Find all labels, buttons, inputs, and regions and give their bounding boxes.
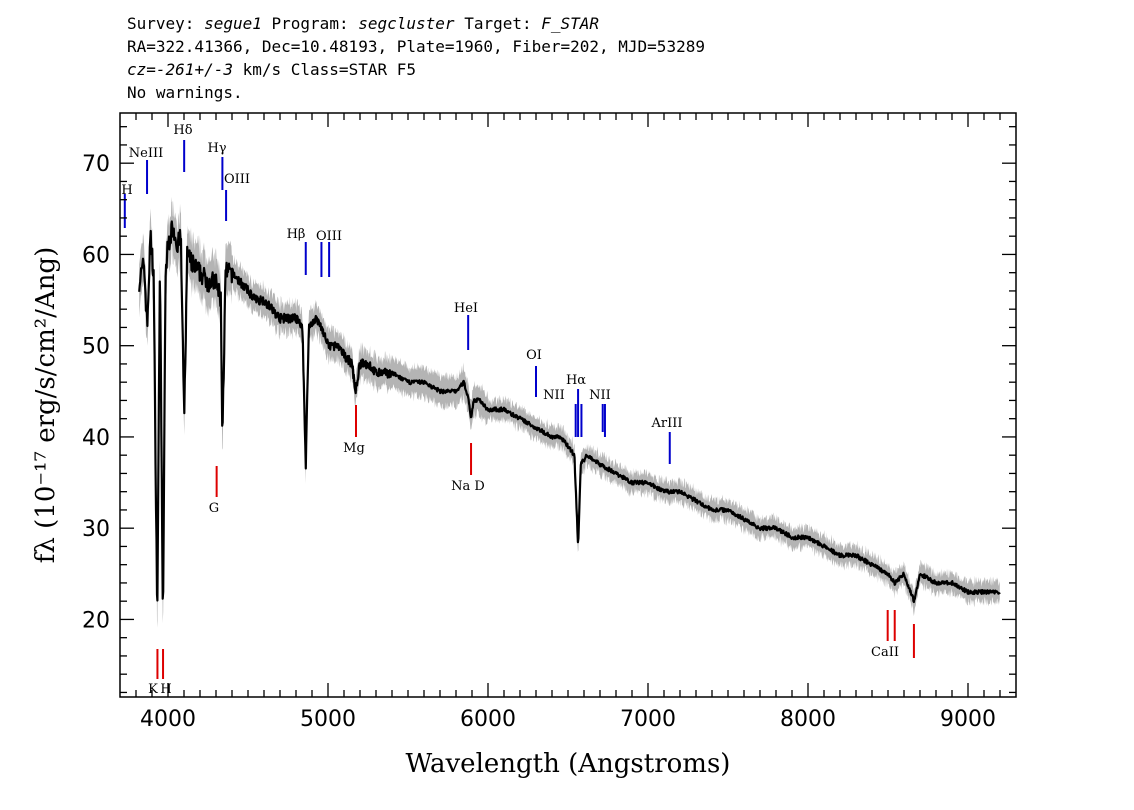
emission-label-4: OIII bbox=[224, 172, 250, 187]
y-tick-label-4: 60 bbox=[82, 243, 110, 268]
x-axis-label: Wavelength (Angstroms) bbox=[406, 749, 731, 779]
absorption-label-3: Mg bbox=[343, 441, 365, 456]
flux-line bbox=[138, 220, 1001, 604]
y-tick-label-5: 70 bbox=[82, 152, 110, 177]
x-tick-label-2: 6000 bbox=[460, 707, 516, 732]
y-tick-label-0: 20 bbox=[82, 608, 110, 633]
emission-label-6: OIII bbox=[316, 229, 342, 244]
header-line-3: cz=-261+/-3 km/s Class=STAR F5 bbox=[127, 58, 705, 81]
program-label: Program: bbox=[271, 14, 349, 33]
emission-label-3: Hγ bbox=[207, 141, 226, 156]
absorption-label-2: G bbox=[209, 501, 219, 516]
plot-frame bbox=[119, 112, 1017, 698]
header-line-1: Survey: segue1 Program: segcluster Targe… bbox=[127, 12, 705, 35]
x-tick-label-0: 4000 bbox=[140, 707, 196, 732]
x-tick-label-1: 5000 bbox=[300, 707, 356, 732]
cz-value: -261+/-3 bbox=[155, 60, 233, 79]
absorption-label-1: H bbox=[160, 682, 171, 697]
absorption-label-4: Na D bbox=[451, 479, 485, 494]
y-tick-label-1: 30 bbox=[82, 517, 110, 542]
header-line-4: No warnings. bbox=[127, 83, 243, 102]
axes: 4000 5000 6000 7000 8000 9000 20 30 40 50 60 70 bbox=[82, 112, 1017, 732]
spectrum-header: Survey: segue1 Program: segcluster Targe… bbox=[127, 12, 705, 104]
target-label: Target: bbox=[464, 14, 532, 33]
emission-label-1: NeIII bbox=[129, 146, 163, 161]
emission-label-0: H bbox=[121, 183, 132, 198]
flux-series bbox=[138, 220, 1001, 604]
program-value: segcluster bbox=[358, 14, 455, 33]
header-line-2: RA=322.41366, Dec=10.48193, Plate=1960, … bbox=[127, 37, 705, 56]
target-value: F_STAR bbox=[541, 14, 600, 33]
survey-value: segue1 bbox=[204, 14, 262, 33]
cz-label: cz= bbox=[127, 60, 156, 79]
y-tick-label-2: 40 bbox=[82, 426, 110, 451]
emission-label-5: Hβ bbox=[287, 227, 306, 242]
emission-label-9: OI bbox=[526, 348, 542, 363]
y-tick-label-3: 50 bbox=[82, 335, 110, 360]
emission-label-8: HeI bbox=[454, 301, 478, 316]
y-axis-label: fλ (10⁻¹⁷ erg/s/cm²/Ang) bbox=[31, 247, 61, 563]
x-tick-label-4: 8000 bbox=[780, 707, 836, 732]
emission-label-15: ArIII bbox=[650, 416, 682, 431]
x-tick-label-5: 9000 bbox=[940, 707, 996, 732]
absorption-label-6: CaII bbox=[871, 645, 899, 660]
emission-label-13: NII bbox=[589, 388, 611, 403]
x-tick-label-3: 7000 bbox=[620, 707, 676, 732]
cz-class-text: km/s Class=STAR F5 bbox=[232, 60, 416, 79]
absorption-label-0: K bbox=[148, 682, 158, 697]
emission-label-11: Hα bbox=[566, 373, 586, 388]
survey-label: Survey: bbox=[127, 14, 195, 33]
emission-label-10: NII bbox=[543, 388, 565, 403]
emission-label-2: Hδ bbox=[173, 123, 192, 138]
